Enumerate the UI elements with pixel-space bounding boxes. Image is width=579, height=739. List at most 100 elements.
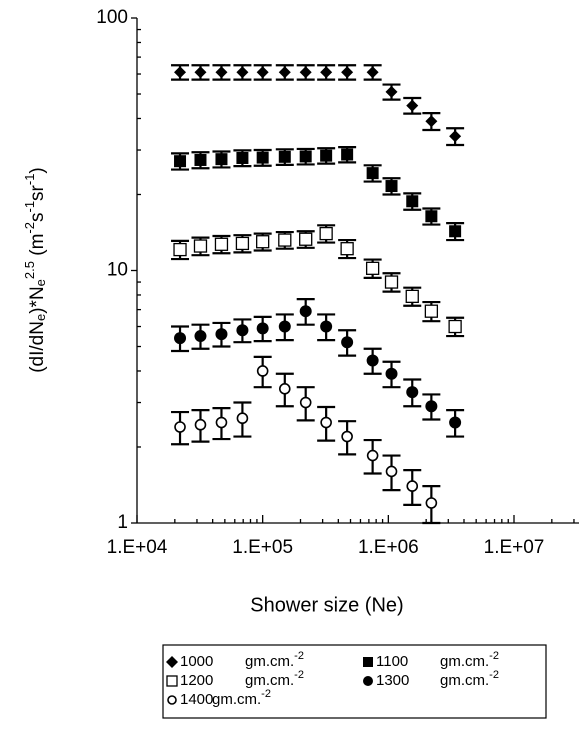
legend-label: 1000 (180, 653, 213, 670)
marker (278, 150, 291, 163)
point (424, 304, 439, 318)
point (215, 66, 228, 79)
marker (424, 304, 439, 318)
point (363, 657, 373, 667)
legend-unit-exp: -2 (261, 688, 271, 700)
legend-label: 1400 (180, 691, 213, 708)
marker (405, 289, 419, 303)
y-axis-label-part: (m (27, 234, 48, 261)
marker (385, 180, 398, 193)
legend-label: 1200 (180, 672, 213, 689)
point (174, 421, 186, 433)
marker (236, 151, 249, 164)
legend-label: 1300 (376, 672, 409, 689)
point (256, 66, 269, 79)
point (173, 242, 187, 257)
point (174, 66, 187, 79)
marker (363, 657, 373, 667)
point (215, 153, 228, 166)
marker (365, 261, 380, 275)
point (340, 242, 354, 256)
point (167, 695, 177, 705)
marker (278, 320, 291, 333)
point (385, 465, 398, 478)
marker (215, 66, 228, 79)
legend-unit-exp: -2 (294, 669, 304, 681)
marker (319, 226, 333, 241)
marker (215, 328, 228, 341)
marker (236, 324, 249, 337)
marker (341, 66, 354, 79)
legend-unit-exp: -2 (294, 650, 304, 662)
point (194, 330, 207, 343)
y-axis-label-part: (dI/dN (27, 321, 48, 373)
marker (366, 354, 379, 367)
marker (299, 396, 312, 409)
y-axis-label-part: -2 (22, 222, 37, 234)
point (320, 149, 333, 162)
marker (449, 416, 462, 429)
legend-unit-text: gm.cm. (245, 672, 294, 689)
marker (194, 66, 207, 79)
y-tick-label: 10 (107, 260, 128, 281)
marker (299, 232, 313, 246)
marker (299, 150, 312, 163)
marker (341, 430, 353, 443)
marker (406, 195, 419, 208)
marker (384, 275, 399, 289)
y-axis-label-part: -1 (22, 201, 37, 213)
point (166, 656, 178, 668)
point (194, 153, 207, 166)
point (256, 365, 269, 377)
marker (385, 367, 398, 380)
marker (320, 320, 333, 333)
point (299, 232, 313, 246)
point (299, 66, 312, 79)
point (299, 305, 312, 318)
marker (366, 167, 379, 180)
y-axis-label-part: ) (27, 167, 48, 173)
x-tick-label: 1.E+05 (232, 537, 293, 558)
marker (256, 365, 269, 377)
y-axis-label-part: e (33, 314, 48, 321)
marker (366, 66, 379, 79)
marker (406, 99, 419, 112)
marker (448, 319, 462, 334)
y-axis-label-part: )*N (27, 286, 48, 313)
point (278, 320, 291, 333)
marker (449, 130, 462, 143)
marker (425, 400, 438, 413)
marker (425, 497, 438, 509)
point (366, 354, 379, 367)
marker (235, 236, 250, 251)
point (193, 239, 208, 253)
y-axis-label-part: e (33, 279, 48, 286)
point (366, 167, 379, 180)
point (405, 289, 419, 303)
marker (320, 416, 332, 429)
point (194, 66, 207, 79)
point (236, 324, 249, 337)
point (365, 261, 380, 275)
marker (299, 66, 312, 79)
point (363, 676, 373, 686)
marker (278, 383, 291, 395)
point (174, 332, 187, 345)
point (384, 275, 399, 289)
marker (340, 242, 354, 256)
x-tick-label: 1.E+06 (358, 537, 419, 558)
point (278, 66, 291, 79)
marker (174, 421, 186, 433)
marker (166, 656, 178, 668)
marker (278, 233, 292, 247)
point (425, 210, 438, 223)
point (256, 235, 270, 249)
x-axis-label: Shower size (Ne) (250, 594, 403, 616)
marker (385, 465, 398, 478)
point (278, 383, 291, 395)
point (449, 225, 462, 238)
point (236, 66, 249, 79)
point (166, 675, 178, 687)
marker (215, 153, 228, 166)
